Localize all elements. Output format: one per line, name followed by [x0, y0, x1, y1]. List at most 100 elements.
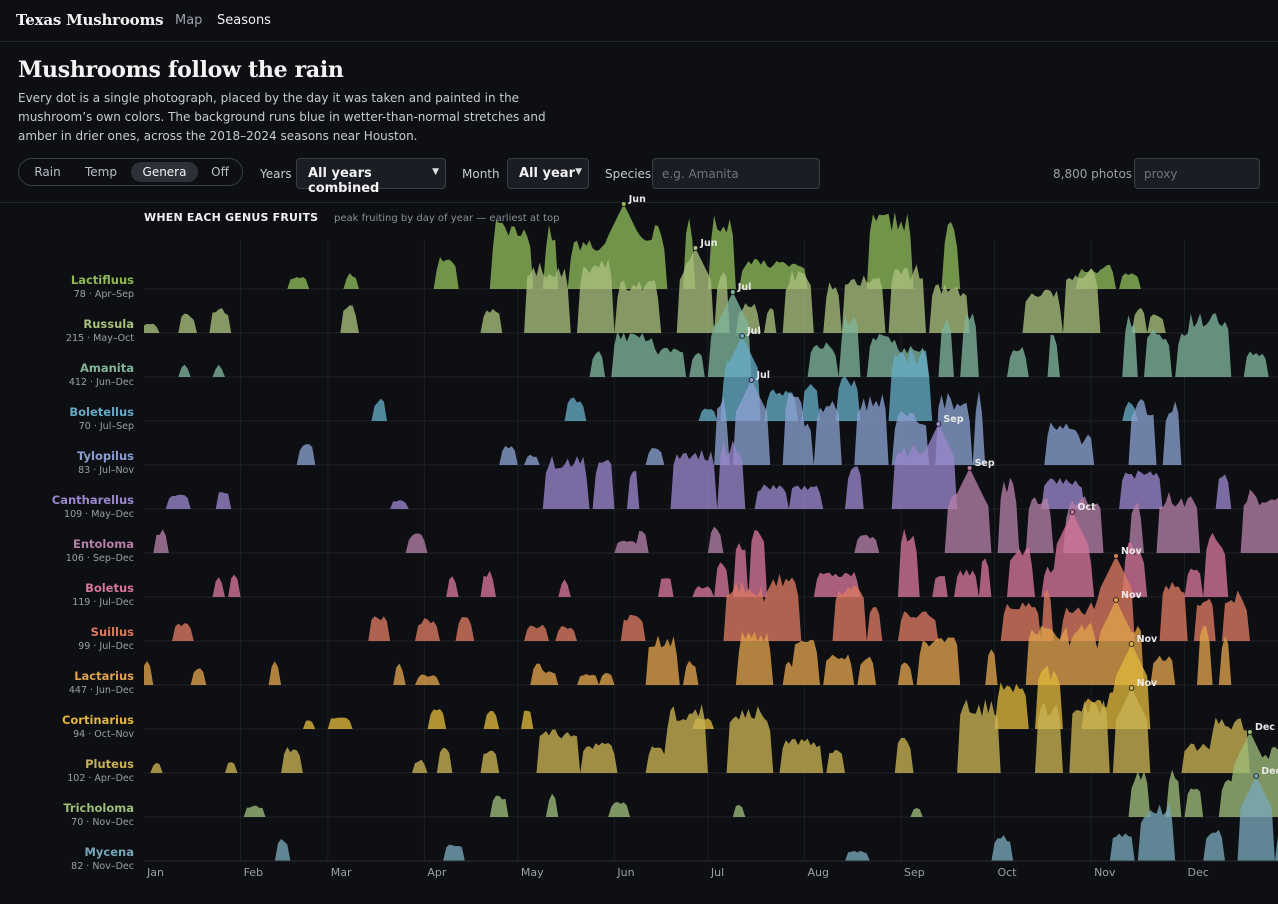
genus-label-lactifluus[interactable]: Lactifluus [70, 273, 134, 287]
genus-area-russula [144, 248, 1278, 333]
genus-meta: 99 · Jul–Dec [78, 641, 134, 652]
month-tick-oct: Oct [997, 866, 1017, 879]
month-tick-apr: Apr [427, 866, 447, 879]
years-select-value: All years combined [308, 166, 380, 196]
genus-area-cortinarius [144, 644, 1278, 729]
background-mode-toggle: Rain Temp Genera Off [18, 158, 243, 186]
month-select[interactable]: All year ▼ [507, 158, 589, 189]
peak-marker [1113, 597, 1119, 603]
genus-label-tricholoma[interactable]: Tricholoma [63, 801, 134, 815]
peak-label: Dec [1261, 766, 1278, 777]
genus-meta: 82 · Nov–Dec [71, 861, 134, 872]
nav-link-seasons[interactable]: Seasons [217, 13, 271, 28]
peak-label: Jun [699, 238, 717, 249]
mode-rain-button[interactable]: Rain [34, 165, 61, 179]
chevron-down-icon: ▼ [432, 167, 439, 177]
proxy-input[interactable]: proxy [1134, 158, 1260, 189]
nav-link-map[interactable]: Map [175, 13, 203, 28]
genus-area-lactifluus [144, 204, 1278, 289]
genus-label-lactarius[interactable]: Lactarius [74, 669, 134, 683]
peak-marker [739, 333, 745, 339]
month-tick-jul: Jul [710, 866, 725, 879]
genus-label-russula[interactable]: Russula [83, 317, 134, 331]
mode-off-button[interactable]: Off [211, 165, 229, 179]
photo-count: 8,800 photos [1053, 167, 1133, 181]
peak-marker [620, 201, 627, 207]
genus-label-tylopilus[interactable]: Tylopilus [77, 449, 134, 463]
genus-meta: 70 · Nov–Dec [71, 817, 134, 828]
genus-area-amanita [144, 292, 1278, 377]
genus-area-lactarius [144, 600, 1278, 685]
peak-label: Jul [737, 282, 752, 293]
peak-label: Sep [975, 458, 995, 469]
genus-area-cantharellus [144, 424, 1278, 509]
peak-label: Sep [943, 414, 963, 425]
peak-label: Nov [1137, 678, 1158, 689]
month-tick-jun: Jun [617, 866, 635, 879]
month-tick-aug: Aug [807, 866, 829, 879]
genus-meta: 94 · Oct–Nov [73, 729, 134, 740]
mode-genera-button[interactable]: Genera [131, 162, 198, 182]
genus-label-pluteus[interactable]: Pluteus [85, 757, 134, 771]
years-select[interactable]: All years combined ▼ [296, 158, 446, 196]
peak-marker [935, 421, 942, 427]
genus-meta: 78 · Apr–Sep [73, 289, 134, 300]
peak-label: Oct [1077, 502, 1096, 513]
peak-label: Dec [1255, 722, 1275, 733]
month-select-value: All year [519, 166, 575, 181]
peak-marker [1253, 773, 1259, 779]
month-tick-mar: Mar [330, 866, 352, 879]
peak-label: Nov [1121, 590, 1142, 601]
genus-meta: 119 · Jul–Dec [72, 597, 134, 608]
peak-label: Jul [746, 326, 761, 337]
genus-area-suillus [144, 556, 1278, 641]
month-tick-may: May [520, 866, 544, 879]
genus-label-boletellus[interactable]: Boletellus [69, 405, 134, 419]
years-label: Years [260, 167, 292, 181]
genus-label-boletus[interactable]: Boletus [85, 581, 134, 595]
chart-title: WHEN EACH GENUS FRUITS [144, 211, 319, 224]
genus-area-pluteus [144, 688, 1278, 773]
genus-label-mycena[interactable]: Mycena [84, 845, 134, 859]
month-tick-feb: Feb [243, 866, 264, 879]
mode-temp-button[interactable]: Temp [85, 165, 117, 179]
divider [0, 202, 1278, 203]
genus-meta: 109 · May–Dec [64, 509, 134, 520]
month-tick-sep: Sep [904, 866, 925, 879]
peak-marker [692, 245, 699, 251]
month-tick-jan: Jan [147, 866, 164, 879]
site-brand[interactable]: Texas Mushrooms [16, 11, 164, 29]
peak-label: Jun [628, 194, 646, 205]
genus-label-entoloma[interactable]: Entoloma [72, 537, 134, 551]
peak-marker [966, 465, 973, 471]
genus-area-tylopilus [144, 380, 1278, 465]
month-tick-dec: Dec [1187, 866, 1209, 879]
peak-marker [1128, 685, 1135, 691]
genus-label-cantharellus[interactable]: Cantharellus [51, 493, 134, 507]
chart-subtitle: peak fruiting by day of year — earliest … [334, 213, 560, 224]
genus-meta: 215 · May–Oct [65, 333, 134, 344]
peak-label: Nov [1121, 546, 1142, 557]
peak-label: Jul [756, 370, 771, 381]
genus-area-tricholoma [144, 732, 1278, 817]
peak-marker [748, 377, 755, 383]
genus-meta: 83 · Jul–Nov [78, 465, 134, 476]
genus-label-amanita[interactable]: Amanita [79, 361, 134, 375]
peak-label: Nov [1137, 634, 1158, 645]
peak-marker [1069, 509, 1076, 515]
genus-label-cortinarius[interactable]: Cortinarius [61, 713, 134, 727]
genus-area-entoloma [144, 468, 1278, 553]
peak-marker [1247, 729, 1253, 735]
genus-meta: 70 · Jul–Sep [78, 421, 134, 432]
top-navigation-bar: Texas Mushrooms Map Seasons [0, 0, 1278, 42]
genus-meta: 447 · Jun–Dec [68, 685, 134, 696]
genus-meta: 102 · Apr–Dec [67, 773, 134, 784]
genus-meta: 106 · Sep–Dec [65, 553, 134, 564]
species-search-input[interactable]: e.g. Amanita [652, 158, 820, 189]
page-title: Mushrooms follow the rain [18, 57, 344, 83]
month-label: Month [462, 167, 500, 181]
genus-label-suillus[interactable]: Suillus [90, 625, 134, 639]
peak-marker [730, 289, 736, 295]
peak-marker [1113, 553, 1119, 559]
